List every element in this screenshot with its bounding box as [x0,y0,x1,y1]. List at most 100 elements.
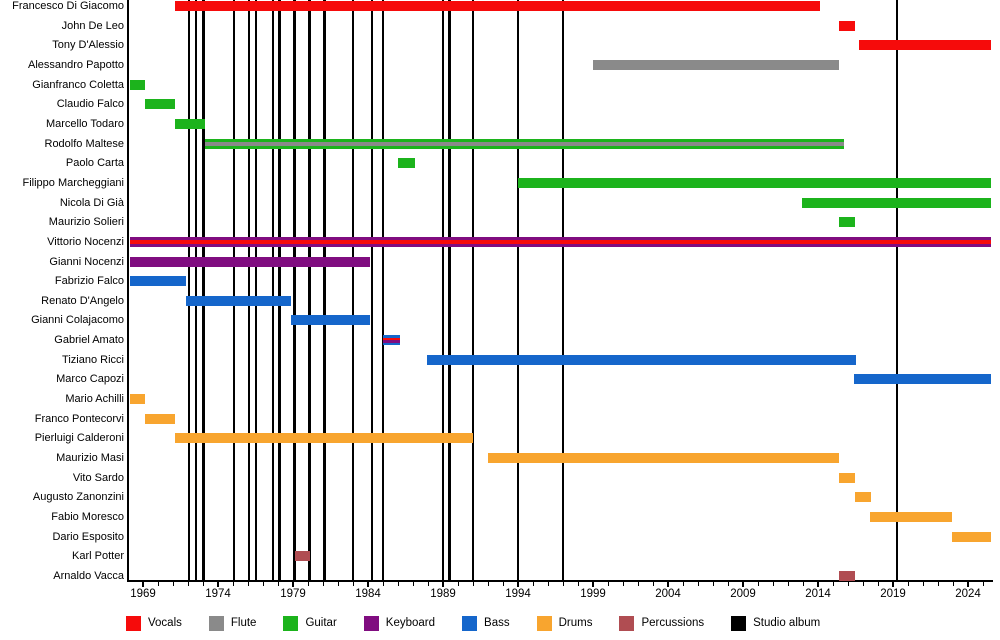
studio-album-line [254,0,258,580]
x-axis-minor-tick [172,582,174,586]
x-axis-minor-tick [187,582,189,586]
bass-legend-swatch [462,615,478,631]
x-axis-minor-tick [352,582,354,586]
member-label: Francesco Di Giacomo [12,0,124,12]
timeline-bar [398,158,416,169]
member-label: Paolo Carta [65,157,124,170]
x-axis-major-tick [967,582,970,587]
legend-label: Percussions [641,617,705,629]
x-axis-minor-tick [727,582,729,586]
percussions-legend-swatch [619,615,635,631]
timeline-bar [130,394,146,405]
legend-label: Vocals [148,617,182,629]
x-axis-tick-label: 2014 [805,588,831,600]
instrument-stripe [130,239,991,244]
x-axis-major-tick [817,582,820,587]
timeline-bar [839,570,855,581]
x-axis-minor-tick [712,582,714,586]
x-axis-minor-tick [982,582,984,586]
studio-album-line [271,0,275,580]
x-axis-major-tick [442,582,445,587]
x-axis-minor-tick [412,582,414,586]
legend-item: Studio album [731,615,821,631]
member-label: Franco Pontecorvi [34,412,124,425]
x-axis-minor-tick [532,582,534,586]
x-axis-major-tick [592,582,595,587]
x-axis-minor-tick [547,582,549,586]
studio-album-line [232,0,236,580]
studio-album-line [202,0,205,580]
x-axis-minor-tick [202,582,204,586]
x-axis-minor-tick [457,582,459,586]
member-label: Renato D'Angelo [41,294,124,307]
studio-album-line [441,0,445,580]
x-axis-tick-label: 2009 [730,588,756,600]
x-axis-major-tick [367,582,370,587]
instrument-stripe [383,338,400,341]
member-label: Maurizio Masi [56,452,124,465]
x-axis-major-tick [892,582,895,587]
timeline-bar [593,59,840,70]
legend-item: Flute [208,615,256,631]
x-axis-tick-label: 1974 [205,588,231,600]
member-label: Tiziano Ricci [62,353,124,366]
x-axis-minor-tick [757,582,759,586]
instrument-stripe [204,141,844,146]
timeline-bar [130,256,370,267]
x-axis-minor-tick [427,582,429,586]
drums-legend-swatch [536,615,552,631]
legend-item: Vocals [126,615,182,631]
x-axis-minor-tick [307,582,309,586]
instrument-stripe [383,340,400,344]
vocals-legend-swatch [126,615,141,631]
x-axis-major-tick [742,582,745,587]
timeline-bar [839,217,855,228]
studio-album-line [448,0,451,580]
x-axis-major-tick [667,582,670,587]
x-axis-major-tick [292,582,295,587]
x-axis-minor-tick [337,582,339,586]
legend-label: Studio album [753,617,821,629]
legend-label: Keyboard [385,617,436,629]
x-axis-tick-label: 1994 [505,588,531,600]
member-label: Rodolfo Maltese [44,137,125,150]
legend-item: Guitar [283,615,337,631]
timeline-bar [174,1,820,11]
member-label: Vito Sardo [72,471,124,484]
x-axis-minor-tick [487,582,489,586]
member-label: Tony D'Alessio [52,39,124,52]
member-label: Augusto Zanonzini [32,491,124,504]
timeline-bar [854,492,871,503]
y-axis-spine [127,0,129,581]
x-axis-minor-tick [157,582,159,586]
x-axis-minor-tick [682,582,684,586]
x-axis-minor-tick [277,582,279,586]
x-axis-tick-label: 1984 [355,588,381,600]
legend: Vocals Flute Guitar Keyboard Bass Drums Percus… [126,613,820,633]
studio-album-line [194,0,198,580]
studio-album-line [381,0,385,580]
timeline-bar [174,118,205,129]
timeline-bar [488,453,840,464]
keyboard-legend-swatch [363,615,379,631]
timeline-bar [869,512,953,523]
timeline-bar [952,531,991,542]
x-axis-minor-tick [502,582,504,586]
member-label: Alessandro Papotto [27,58,124,71]
timeline-bar [145,99,175,110]
member-label: Dario Esposito [52,530,124,543]
timeline-bar [130,276,186,287]
x-axis-tick-label: 1979 [280,588,306,600]
studio-album-line [895,0,899,580]
legend-label: Bass [484,617,510,629]
legend-item: Keyboard [363,615,436,631]
x-axis-minor-tick [397,582,399,586]
x-axis-minor-tick [772,582,774,586]
studio-album-line [278,0,281,580]
x-axis-minor-tick [652,582,654,586]
legend-label: Drums [558,617,593,629]
timeline-bar [383,335,400,346]
studio-album-line [351,0,355,580]
member-label: Gianni Colajacomo [31,314,124,327]
member-label: Gabriel Amato [54,334,124,347]
